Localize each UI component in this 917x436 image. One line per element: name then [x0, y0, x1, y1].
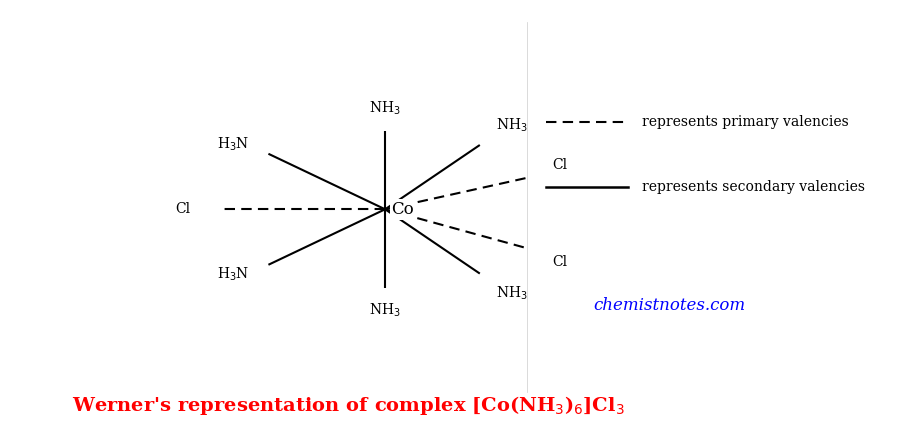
Text: NH$_3$: NH$_3$ [495, 284, 527, 302]
Text: Werner's representation of complex [Co(NH$_3$)$_6$]Cl$_3$: Werner's representation of complex [Co(N… [72, 394, 624, 417]
Text: H$_3$N: H$_3$N [216, 136, 249, 153]
Text: H$_3$N: H$_3$N [216, 266, 249, 283]
Text: NH$_3$: NH$_3$ [495, 117, 527, 134]
Text: Cl: Cl [552, 158, 568, 172]
Text: NH$_3$: NH$_3$ [370, 99, 401, 117]
Text: Cl: Cl [176, 202, 191, 216]
Text: represents primary valencies: represents primary valencies [642, 115, 848, 129]
Text: Cl: Cl [552, 255, 567, 269]
Text: Co: Co [392, 201, 414, 218]
Text: chemistnotes.com: chemistnotes.com [593, 297, 746, 313]
Text: represents secondary valencies: represents secondary valencies [642, 181, 865, 194]
Text: NH$_3$: NH$_3$ [370, 302, 401, 319]
